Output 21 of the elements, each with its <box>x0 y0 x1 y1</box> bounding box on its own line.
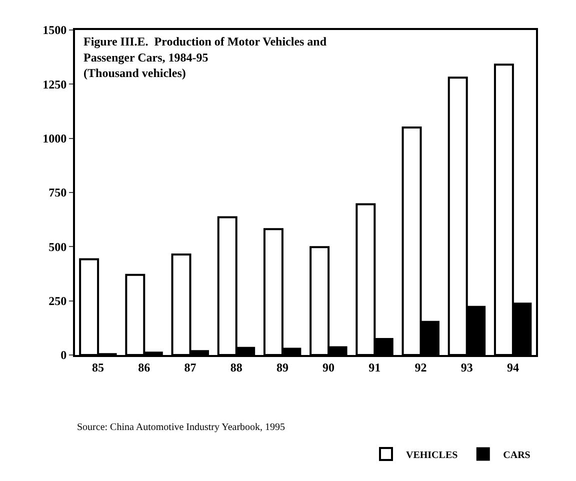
x-tick-label: 87 <box>184 360 196 374</box>
y-tick-label: 0 <box>60 348 67 362</box>
x-tick-label: 86 <box>138 360 150 374</box>
legend-label: VEHICLES <box>406 450 458 461</box>
x-tick-label: 88 <box>230 360 242 374</box>
x-tick-label: 93 <box>460 360 473 374</box>
x-tick-label: 91 <box>368 360 381 374</box>
x-tick-label: 90 <box>322 360 335 374</box>
y-tick-label: 1250 <box>42 77 67 92</box>
x-tick-label: 89 <box>276 360 288 374</box>
x-tick-label: 85 <box>92 360 104 374</box>
x-tick-label: 94 <box>506 360 519 374</box>
y-tick-label: 1500 <box>42 23 67 38</box>
y-tick-label: 500 <box>48 240 67 254</box>
y-tick-label: 750 <box>48 186 67 200</box>
x-tick-label: 92 <box>414 360 427 374</box>
legend-label: CARS <box>503 450 531 461</box>
y-tick-label: 250 <box>48 294 67 308</box>
source-note: Source: China Automotive Industry Yearbook, 1995 <box>77 422 286 433</box>
y-tick-label: 1000 <box>42 132 67 146</box>
text: Figure III.E. Production of Motor Vehicles and Passenger Cars, 1984-95 (Thousand vehicles) <box>84 34 327 80</box>
